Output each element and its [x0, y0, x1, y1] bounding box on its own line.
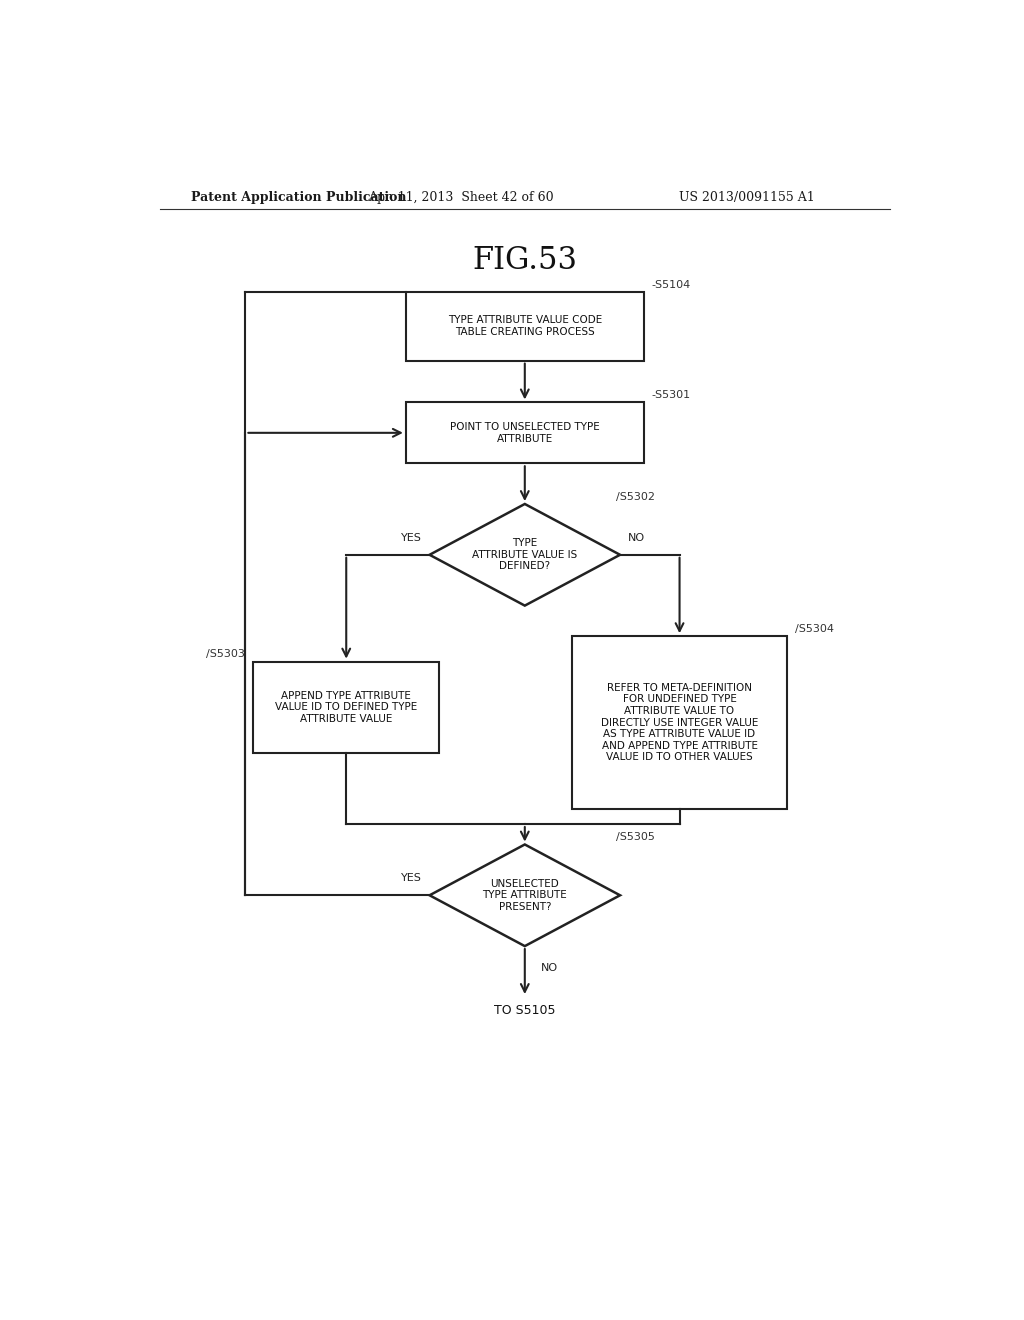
- Text: NO: NO: [628, 532, 645, 543]
- Text: /S5305: /S5305: [616, 833, 655, 842]
- Text: US 2013/0091155 A1: US 2013/0091155 A1: [679, 190, 815, 203]
- FancyBboxPatch shape: [572, 636, 786, 809]
- Text: APPEND TYPE ATTRIBUTE
VALUE ID TO DEFINED TYPE
ATTRIBUTE VALUE: APPEND TYPE ATTRIBUTE VALUE ID TO DEFINE…: [275, 690, 418, 723]
- Polygon shape: [430, 504, 620, 606]
- Text: POINT TO UNSELECTED TYPE
ATTRIBUTE: POINT TO UNSELECTED TYPE ATTRIBUTE: [450, 422, 600, 444]
- Text: -S5104: -S5104: [652, 280, 691, 289]
- Text: TYPE ATTRIBUTE VALUE CODE
TABLE CREATING PROCESS: TYPE ATTRIBUTE VALUE CODE TABLE CREATING…: [447, 315, 602, 337]
- Polygon shape: [430, 845, 620, 946]
- Text: YES: YES: [400, 532, 422, 543]
- Text: FIG.53: FIG.53: [472, 244, 578, 276]
- Text: -S5301: -S5301: [652, 391, 691, 400]
- Text: YES: YES: [400, 873, 422, 883]
- Text: /S5303: /S5303: [206, 649, 245, 660]
- FancyBboxPatch shape: [253, 661, 439, 752]
- Text: /S5302: /S5302: [616, 492, 655, 502]
- Text: Patent Application Publication: Patent Application Publication: [191, 190, 407, 203]
- Text: NO: NO: [541, 964, 558, 973]
- Text: REFER TO META-DEFINITION
FOR UNDEFINED TYPE
ATTRIBUTE VALUE TO
DIRECTLY USE INTE: REFER TO META-DEFINITION FOR UNDEFINED T…: [601, 682, 758, 763]
- Text: /S5304: /S5304: [795, 624, 834, 634]
- Text: TYPE
ATTRIBUTE VALUE IS
DEFINED?: TYPE ATTRIBUTE VALUE IS DEFINED?: [472, 539, 578, 572]
- Text: Apr. 11, 2013  Sheet 42 of 60: Apr. 11, 2013 Sheet 42 of 60: [369, 190, 554, 203]
- FancyBboxPatch shape: [406, 292, 644, 360]
- Text: UNSELECTED
TYPE ATTRIBUTE
PRESENT?: UNSELECTED TYPE ATTRIBUTE PRESENT?: [482, 879, 567, 912]
- Text: TO S5105: TO S5105: [494, 1003, 556, 1016]
- FancyBboxPatch shape: [406, 403, 644, 463]
